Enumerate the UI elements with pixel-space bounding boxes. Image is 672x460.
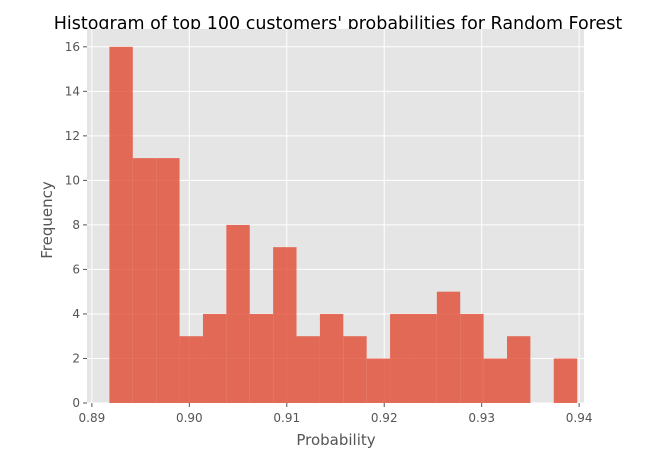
x-axis-label: Probability: [296, 431, 375, 449]
histogram-bar: [460, 313, 484, 403]
histogram-bar: [319, 313, 344, 403]
x-tick-label: 0.94: [566, 411, 593, 425]
histogram-bar: [109, 46, 133, 404]
histogram-bar: [202, 313, 227, 403]
x-tick-label: 0.89: [79, 411, 106, 425]
y-tick-label: 12: [65, 129, 80, 143]
y-axis: 0 2 4 6 8 10 12 14 16: [65, 40, 87, 410]
x-tick-label: 0.93: [468, 411, 495, 425]
bars: [109, 46, 578, 404]
histogram-bar: [226, 224, 250, 403]
histogram-bar: [366, 358, 391, 403]
histogram-bar: [156, 158, 180, 403]
histogram-bar: [179, 336, 203, 403]
x-tick-label: 0.92: [371, 411, 398, 425]
y-tick-label: 0: [72, 396, 80, 410]
histogram-bar: [390, 313, 414, 403]
y-tick-label: 6: [72, 262, 80, 276]
histogram-bar: [132, 158, 157, 403]
y-tick-label: 8: [72, 218, 80, 232]
histogram-bar: [413, 313, 437, 403]
histogram-bar: [553, 358, 578, 403]
y-tick-label: 4: [72, 307, 80, 321]
y-tick-label: 2: [72, 351, 80, 365]
histogram-bar: [507, 336, 531, 403]
histogram-bar: [343, 336, 367, 403]
y-tick-label: 16: [65, 40, 80, 54]
y-tick-label: 14: [65, 84, 80, 98]
histogram-bar: [483, 358, 508, 403]
y-axis-label: Frequency: [38, 181, 56, 259]
x-tick-label: 0.90: [176, 411, 203, 425]
histogram-bar: [249, 313, 274, 403]
x-tick-label: 0.91: [273, 411, 300, 425]
y-tick-label: 10: [65, 173, 80, 187]
histogram-bar: [273, 247, 297, 403]
histogram-bar: [436, 291, 461, 403]
histogram-bar: [296, 336, 320, 403]
x-axis: 0.89 0.90 0.91 0.92 0.93 0.94: [79, 403, 593, 425]
